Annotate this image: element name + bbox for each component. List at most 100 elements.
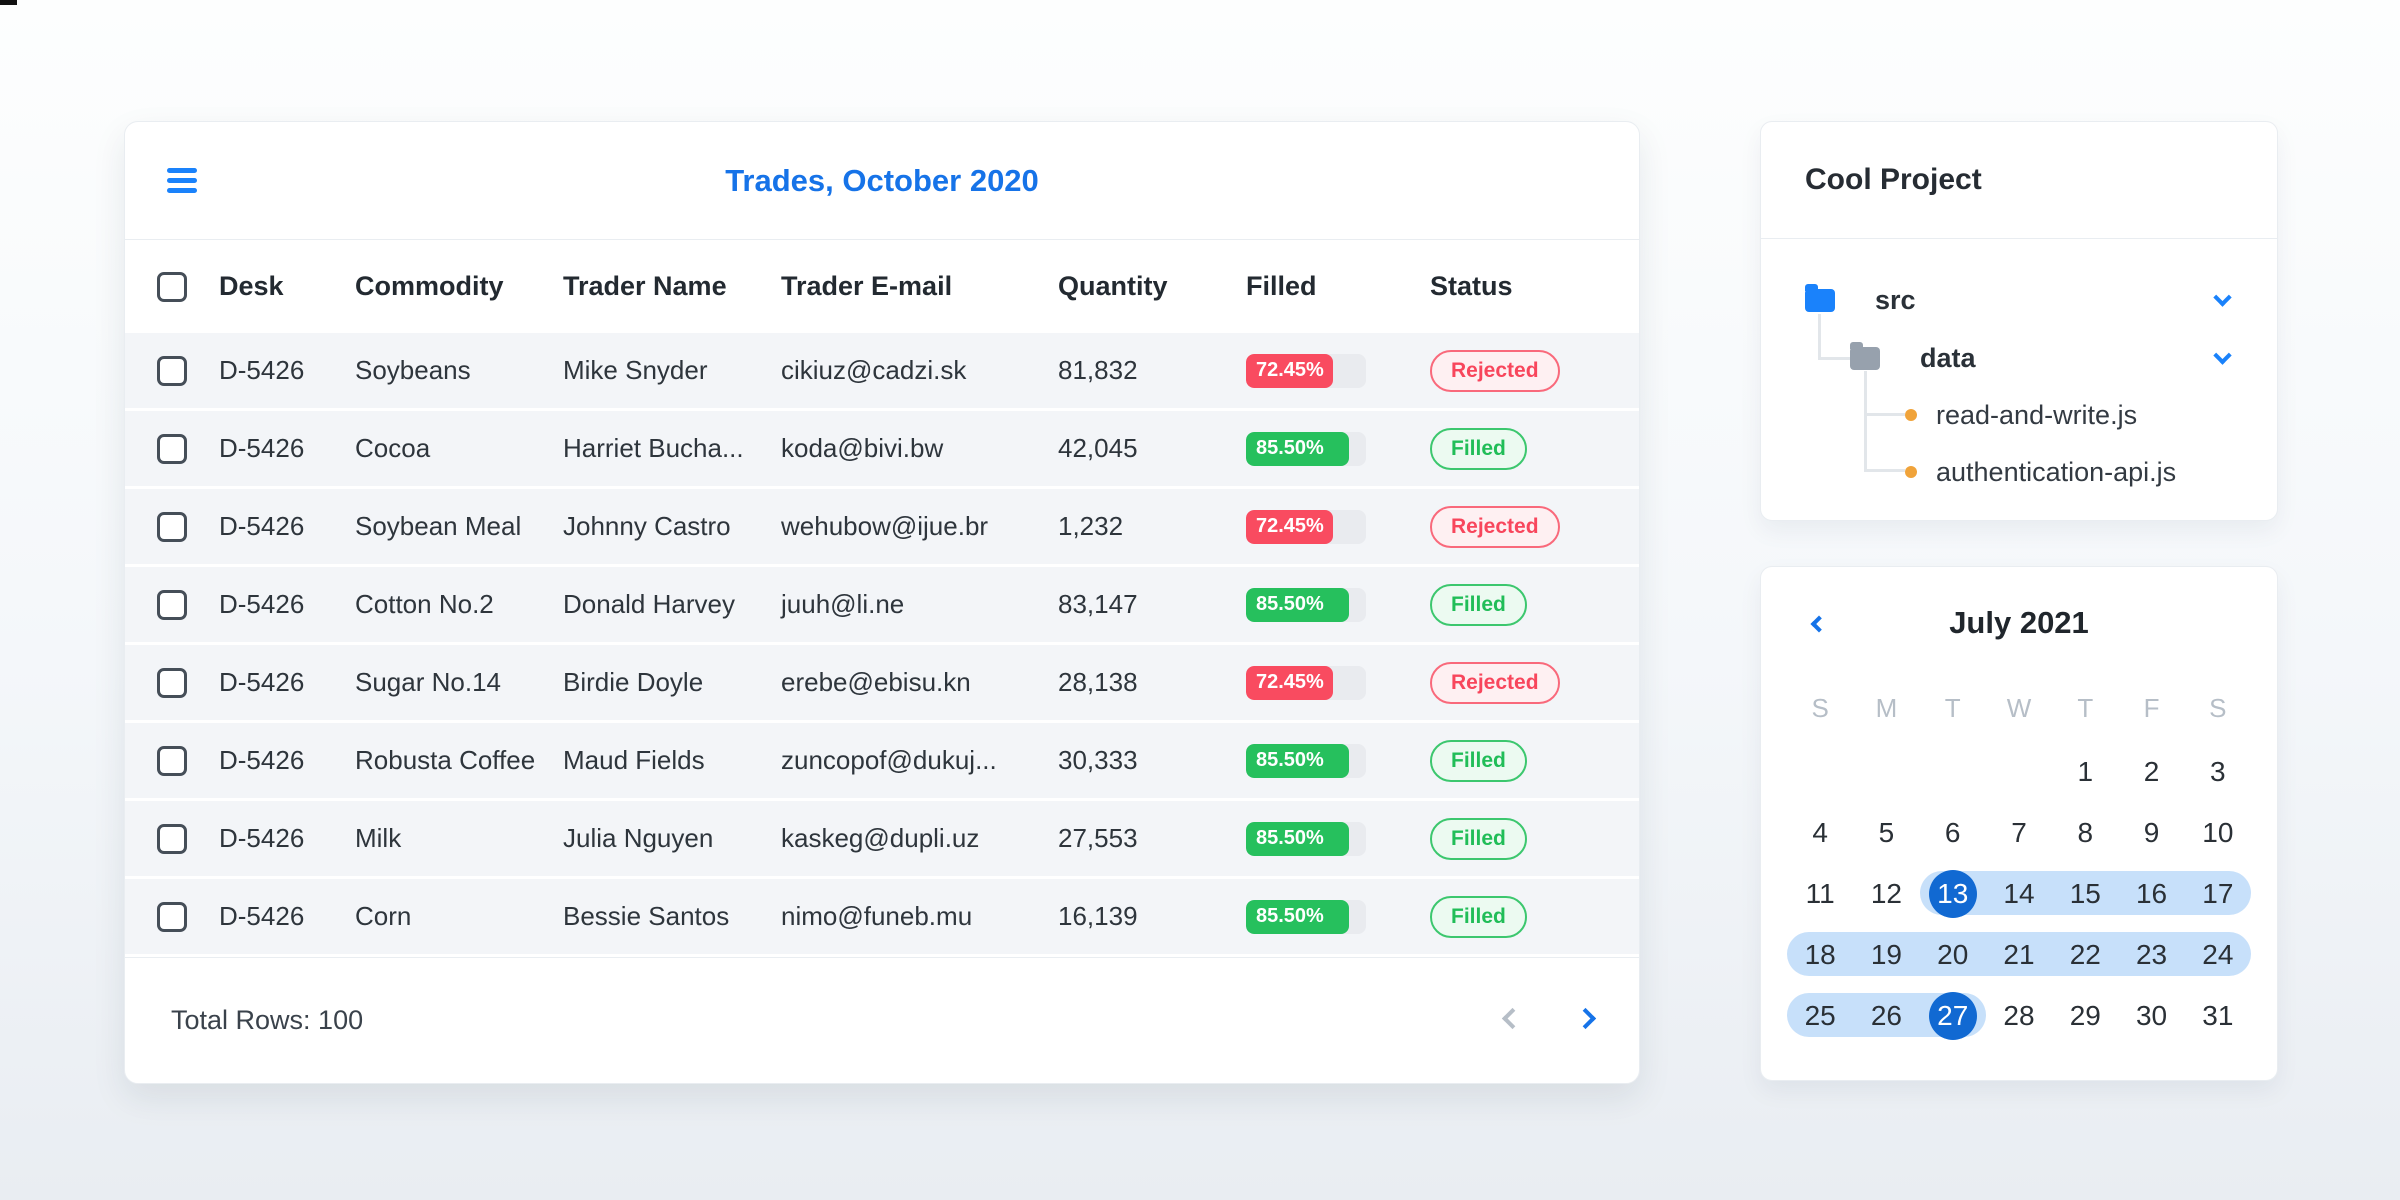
calendar-day[interactable]: 6: [1944, 816, 1961, 848]
calendar-day[interactable]: 5: [1878, 816, 1895, 848]
prev-page-icon[interactable]: [1501, 1007, 1524, 1031]
calendar-day[interactable]: 23: [2118, 924, 2185, 985]
calendar-day[interactable]: 17: [2184, 863, 2252, 924]
row-checkbox[interactable]: [157, 511, 187, 542]
project-title: Cool Project: [1805, 163, 1982, 196]
filled-progress-bar: 85.50%: [1246, 587, 1366, 622]
cell-trader: Maud Fields: [563, 745, 705, 775]
calendar-day[interactable]: 19: [1853, 924, 1920, 985]
cell-commodity: Corn: [355, 901, 412, 931]
cell-quantity: 81,832: [1058, 355, 1138, 385]
select-all-checkbox[interactable]: [157, 271, 187, 302]
calendar-day[interactable]: 12: [1870, 877, 1902, 909]
filled-progress-bar: 85.50%: [1246, 431, 1366, 466]
filled-progress-bar: 72.45%: [1246, 353, 1366, 388]
cell-email: wehubow@ijue.br: [781, 511, 989, 541]
calendar-week: 25 26 27 28 29 30 31: [1787, 985, 2251, 1046]
status-badge: Filled: [1430, 895, 1527, 938]
calendar-day[interactable]: 20: [1919, 924, 1987, 985]
calendar-day[interactable]: 22: [2052, 924, 2119, 985]
calendar-day[interactable]: 13: [1919, 863, 1987, 924]
row-checkbox[interactable]: [157, 745, 187, 776]
row-checkbox[interactable]: [157, 433, 187, 464]
status-badge: Filled: [1430, 583, 1527, 626]
row-checkbox[interactable]: [157, 823, 187, 854]
table-row: D-5426 Soybean Meal Johnny Castro wehubo…: [125, 489, 1639, 567]
col-header-status: Status: [1430, 271, 1513, 301]
tree-connector: [1864, 371, 1867, 472]
cell-trader: Donald Harvey: [563, 589, 735, 619]
calendar-day[interactable]: 10: [2202, 816, 2234, 848]
cell-trader: Harriet Bucha...: [563, 433, 744, 463]
calendar-day[interactable]: 3: [2210, 755, 2226, 787]
status-badge: Rejected: [1430, 505, 1560, 548]
chevron-down-icon[interactable]: [2213, 288, 2232, 309]
calendar-day[interactable]: 15: [2052, 863, 2119, 924]
status-badge: Filled: [1430, 739, 1527, 782]
next-page-icon[interactable]: [1574, 1007, 1597, 1031]
cell-desk: D-5426: [219, 823, 305, 853]
tree-connector: [1864, 469, 1905, 472]
tree-item-file[interactable]: authentication-api.js: [1761, 447, 2277, 497]
calendar-day[interactable]: 4: [1812, 816, 1828, 848]
status-badge: Rejected: [1430, 349, 1560, 392]
filled-progress-bar: 72.45%: [1246, 509, 1366, 544]
hamburger-menu-icon[interactable]: [167, 163, 197, 198]
row-checkbox[interactable]: [157, 355, 187, 386]
calendar-day[interactable]: 24: [2184, 924, 2252, 985]
tree-item-file[interactable]: read-and-write.js: [1761, 390, 2277, 440]
tree-connector: [1818, 314, 1821, 360]
calendar-day[interactable]: 11: [1805, 877, 1835, 909]
file-bullet-icon: [1905, 466, 1917, 478]
calendar-day[interactable]: 2: [2143, 755, 2160, 787]
cell-trader: Johnny Castro: [563, 511, 731, 541]
calendar-day[interactable]: 8: [2077, 816, 2094, 848]
row-checkbox[interactable]: [157, 901, 187, 932]
cell-email: juuh@li.ne: [781, 589, 905, 619]
calendar-week: 11 12 13 14 15 16 17: [1787, 863, 2252, 924]
filled-progress-bar: 85.50%: [1246, 743, 1366, 778]
calendar-day[interactable]: 7: [2011, 816, 2027, 848]
file-tree: src data read-and-write.js authenticatio…: [1761, 239, 2277, 520]
calendar-day[interactable]: 1: [2077, 755, 2094, 787]
calendar-day[interactable]: 31: [2202, 999, 2234, 1031]
row-checkbox[interactable]: [157, 667, 187, 698]
calendar-day[interactable]: 21: [1985, 924, 2053, 985]
cell-quantity: 30,333: [1058, 745, 1138, 775]
calendar-day[interactable]: 30: [2135, 999, 2168, 1031]
cell-commodity: Soybean Meal: [355, 511, 522, 541]
filled-progress-bar: 85.50%: [1246, 899, 1366, 934]
tree-item-data[interactable]: data: [1761, 333, 2277, 383]
calendar-day[interactable]: 28: [2003, 999, 2035, 1031]
calendar-day[interactable]: 29: [2069, 999, 2101, 1031]
table-row: D-5426 Milk Julia Nguyen kaskeg@dupli.uz…: [125, 801, 1639, 879]
tree-item-src[interactable]: src: [1761, 275, 2277, 325]
cell-desk: D-5426: [219, 511, 305, 541]
table-row: D-5426 Sugar No.14 Birdie Doyle erebe@eb…: [125, 645, 1639, 723]
col-header-quantity: Quantity: [1058, 271, 1168, 301]
calendar-day[interactable]: 26: [1853, 985, 1920, 1046]
calendar-day[interactable]: 16: [2118, 863, 2185, 924]
folder-icon: [1805, 283, 1835, 312]
table-row: D-5426 Soybeans Mike Snyder cikiuz@cadzi…: [125, 333, 1639, 411]
file-bullet-icon: [1905, 409, 1917, 421]
calendar-day[interactable]: 14: [1985, 863, 2053, 924]
calendar-day[interactable]: 25: [1787, 985, 1854, 1046]
calendar-day[interactable]: 18: [1787, 924, 1854, 985]
cell-commodity: Milk: [355, 823, 402, 853]
calendar-day[interactable]: 27: [1919, 985, 1987, 1046]
cell-email: koda@bivi.bw: [781, 433, 944, 463]
row-checkbox[interactable]: [157, 589, 187, 620]
calendar-week: 18 19 20 21 22 23 24: [1787, 924, 2252, 985]
chevron-down-icon[interactable]: [2213, 346, 2232, 367]
cell-trader: Mike Snyder: [563, 355, 708, 385]
cell-commodity: Robusta Coffee: [355, 745, 536, 775]
cell-desk: D-5426: [219, 901, 305, 931]
calendar-day-empty: [1986, 741, 2052, 802]
project-header: Cool Project: [1761, 122, 2277, 239]
calendar-day[interactable]: 9: [2143, 816, 2160, 848]
status-badge: Filled: [1430, 817, 1527, 860]
status-badge: Rejected: [1430, 661, 1560, 704]
table-row: D-5426 Cocoa Harriet Bucha... koda@bivi.…: [125, 411, 1639, 489]
cell-quantity: 1,232: [1058, 511, 1124, 541]
